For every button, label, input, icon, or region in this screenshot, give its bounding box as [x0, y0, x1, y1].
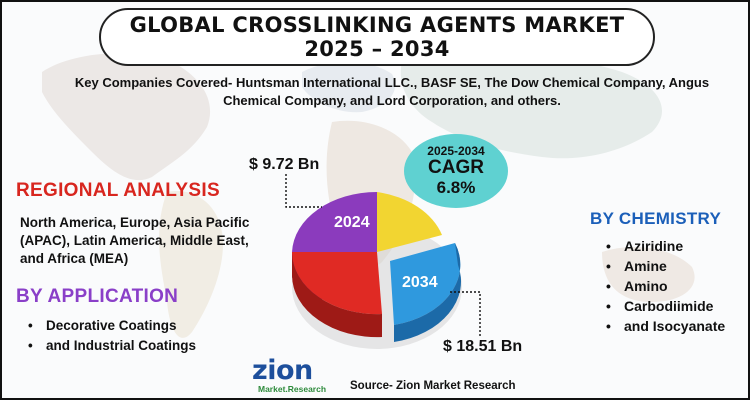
cagr-bubble: 2025-2034 CAGR 6.8%: [404, 134, 508, 208]
bullet: •: [28, 338, 33, 353]
zion-logo: zion Market.Research: [246, 355, 330, 398]
market-pie-chart: 2024 2034: [291, 191, 462, 349]
key-companies-text: Key Companies Covered- Huntsman Internat…: [74, 75, 710, 108]
chemistry-item: • Amine: [606, 256, 725, 276]
by-application-heading: BY APPLICATION: [16, 286, 179, 307]
bullet: •: [606, 258, 611, 274]
application-item-label: and Industrial Coatings: [46, 338, 197, 353]
cagr-label: CAGR: [428, 157, 484, 178]
cagr-value: 6.8%: [436, 178, 476, 197]
application-item-label: Decorative Coatings: [46, 318, 177, 333]
pie-slice-red: [291, 252, 382, 315]
title-banner: GLOBAL CROSSLINKING AGENTS MARKET 2025 –…: [99, 8, 655, 66]
application-item: • and Industrial Coatings: [28, 336, 196, 356]
chemistry-item: • Aziridine: [606, 236, 725, 256]
by-chemistry-heading: BY CHEMISTRY: [590, 209, 722, 228]
cagr-period: 2025-2034: [427, 144, 485, 158]
regional-analysis-heading: REGIONAL ANALYSIS: [16, 180, 220, 201]
value-label-2034: $ 18.51 Bn: [443, 338, 523, 355]
bullet: •: [606, 238, 611, 254]
pie-label-2024: 2024: [334, 214, 370, 231]
chemistry-item-label: Amine: [624, 258, 667, 274]
pie-slice-blue-side: [394, 243, 462, 342]
application-item: • Decorative Coatings: [28, 316, 196, 336]
chemistry-item-label: and Isocyanate: [624, 318, 726, 334]
bullet: •: [606, 278, 611, 294]
title-line-1: GLOBAL CROSSLINKING AGENTS MARKET: [129, 13, 625, 37]
chemistry-item: • Carbodiimide: [606, 296, 725, 316]
chemistry-item-label: Amino: [624, 278, 668, 294]
chemistry-item: • and Isocyanate: [606, 316, 725, 336]
pie-slice-blue: [390, 243, 461, 325]
bullet: •: [606, 298, 611, 314]
value-label-2024: $ 9.72 Bn: [249, 156, 320, 173]
pie-slice-purple: [292, 191, 377, 252]
pie-label-2034: 2034: [402, 274, 438, 291]
source-text: Source- Zion Market Research: [350, 380, 516, 392]
leader-line-2034: [450, 291, 481, 338]
logo-wordmark: zion: [252, 355, 313, 386]
leader-line-2024: [285, 174, 322, 208]
application-list: • Decorative Coatings • and Industrial Coa…: [28, 316, 196, 356]
chemistry-item-label: Aziridine: [624, 238, 684, 254]
chemistry-item: • Amino: [606, 276, 725, 296]
bullet: •: [606, 318, 611, 334]
chemistry-list: • Aziridine • Amine • Amino • Carbodiimide •…: [606, 236, 725, 336]
regional-analysis-text: North America, Europe, Asia Pacific (APA…: [20, 215, 250, 266]
pie-slice-red-side: [291, 252, 382, 338]
bullet: •: [28, 318, 33, 333]
logo-subtitle: Market.Research: [258, 384, 327, 394]
pie-slice-yellow: [377, 192, 442, 252]
chemistry-item-label: Carbodiimide: [624, 298, 714, 314]
title-line-2: 2025 – 2034: [304, 37, 450, 61]
